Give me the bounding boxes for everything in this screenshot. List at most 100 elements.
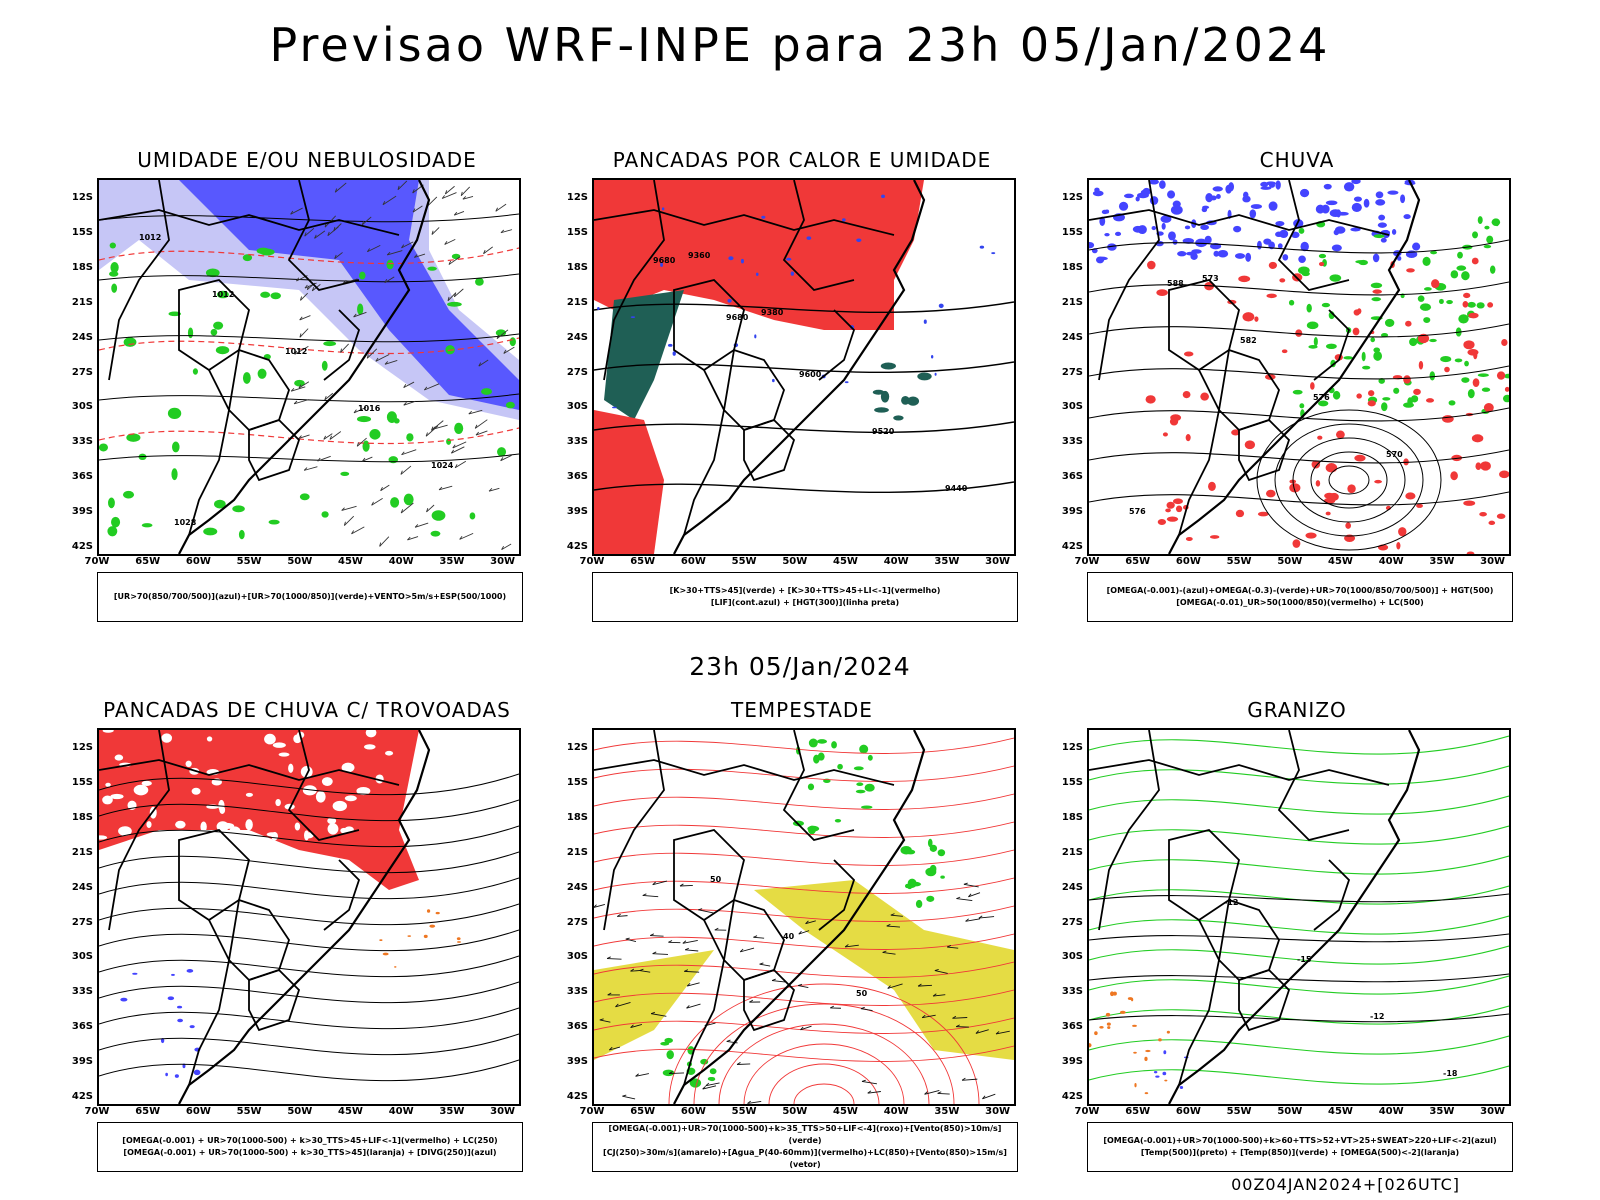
lon-label: 70W xyxy=(1074,556,1100,567)
legend-line: [K>30+TTS>45](verde) + [K>30+TTS>45+LI<-… xyxy=(669,586,941,595)
omega-red-area xyxy=(1305,532,1317,539)
temp-850-contour xyxy=(1089,735,1509,755)
jet-stream-yellow xyxy=(594,950,714,1060)
contour-label: 9600 xyxy=(799,370,822,379)
humidity-low-layer xyxy=(431,510,446,521)
wind-850-green xyxy=(926,895,935,902)
lat-label: 42S xyxy=(1061,541,1083,552)
wind-vector-head xyxy=(334,188,338,193)
wind-vector xyxy=(687,982,700,987)
wind-vector xyxy=(886,925,901,928)
temp-500-contour xyxy=(1089,893,1509,903)
wind-850-green xyxy=(867,754,873,761)
lon-label: 70W xyxy=(84,556,110,567)
humidity-low-layer xyxy=(509,337,516,347)
humidity-low-layer xyxy=(481,388,493,395)
wind-vector-head xyxy=(414,524,419,528)
omega-red-area xyxy=(1472,378,1480,387)
wind-vector-head xyxy=(317,457,321,462)
wind-vector xyxy=(340,343,349,353)
omega-green-area xyxy=(1325,343,1337,349)
wind-850-green xyxy=(905,849,916,855)
contour-label: 573 xyxy=(1202,274,1219,283)
humidity-high-layer xyxy=(179,180,519,410)
divergence-blue xyxy=(165,1072,168,1077)
omega-red-area xyxy=(1471,434,1484,443)
legend-line: [OMEGA(-0.01)_UR>50(1000/850)(vermelho) … xyxy=(1176,598,1424,607)
wind-vector-head xyxy=(340,348,342,353)
lon-label: 35W xyxy=(934,556,960,567)
wind-vector-head xyxy=(702,1086,706,1090)
wind-vector xyxy=(353,407,367,414)
country-border xyxy=(188,919,230,1086)
wind-vector xyxy=(622,1095,636,1100)
omega-blue-area xyxy=(1135,196,1140,202)
humidity-low-layer xyxy=(126,433,141,442)
wind-vector xyxy=(594,904,605,908)
omega-red-area xyxy=(1336,430,1345,439)
country-border xyxy=(1218,898,1280,982)
panel-title: GRANIZO xyxy=(1247,698,1347,722)
humidity-low-layer xyxy=(238,529,245,540)
height-contour xyxy=(594,301,1014,314)
country-border xyxy=(99,759,400,786)
storm-gap xyxy=(315,790,326,803)
divergence-blue xyxy=(120,997,128,1002)
lon-label: 45W xyxy=(338,556,363,567)
omega-blue-area xyxy=(1279,229,1289,239)
lat-label: 36S xyxy=(1061,471,1083,483)
omega-red-area xyxy=(1406,268,1415,273)
omega-orange xyxy=(1164,1079,1168,1082)
wind-vector xyxy=(356,437,367,447)
omega-blue-area xyxy=(1172,239,1178,245)
contour-label: 1024 xyxy=(431,461,454,470)
omega-red-area xyxy=(1209,535,1220,539)
wind-vector xyxy=(800,1025,812,1031)
wind-vector xyxy=(403,381,415,389)
precip-water-contour xyxy=(594,737,1014,754)
wind-vector-head xyxy=(798,983,803,986)
omega-green-area xyxy=(1448,400,1456,406)
omega-green-area xyxy=(1476,302,1485,309)
storm-gap xyxy=(216,821,229,832)
wind-850-green xyxy=(662,1069,675,1077)
streamline xyxy=(99,1033,519,1056)
lat-label: 24S xyxy=(71,331,93,343)
omega-red-area xyxy=(1463,500,1476,506)
omega-blue-area xyxy=(1400,194,1406,204)
wind-vector xyxy=(351,526,365,535)
wind-vector xyxy=(599,1019,611,1023)
omega-red-area xyxy=(1182,390,1191,399)
storm-gap xyxy=(278,752,290,757)
omega-green-area xyxy=(1393,387,1400,394)
wind-vector xyxy=(962,1078,978,1081)
lon-label: 45W xyxy=(833,1106,858,1117)
omega-blue-area xyxy=(1334,226,1346,234)
wind-850-green xyxy=(940,875,945,879)
wind-850-green xyxy=(807,825,816,835)
panel-legend: [OMEGA(-0.001) + UR>70(1000-500) + k>30_… xyxy=(97,1122,523,1172)
lifted-index-contour xyxy=(786,257,792,261)
humidity-low-layer xyxy=(495,329,507,337)
omega-green-area xyxy=(1318,253,1327,259)
wind-vector-head xyxy=(462,196,467,200)
humidity-low-layer xyxy=(107,526,118,537)
wind-vector xyxy=(431,227,440,235)
country-border xyxy=(287,180,360,291)
wind-vector-head xyxy=(622,1094,627,1097)
wind-vector-head xyxy=(424,386,428,391)
wind-vector-head xyxy=(341,507,345,511)
wind-vector xyxy=(414,253,426,258)
omega-red-area xyxy=(1368,390,1375,397)
divergence-blue xyxy=(177,1018,184,1023)
lifted-index-contour xyxy=(771,378,775,383)
wind-vector-head xyxy=(501,545,505,550)
omega-red-area xyxy=(1504,386,1509,392)
humidity-low-layer xyxy=(321,360,328,371)
contour-label: 1016 xyxy=(358,404,381,413)
lon-label: 30W xyxy=(490,556,516,567)
wind-vector-head xyxy=(478,362,482,367)
lat-label: 33S xyxy=(566,986,588,998)
wind-vector xyxy=(304,227,315,237)
wind-vector-head xyxy=(351,530,355,535)
